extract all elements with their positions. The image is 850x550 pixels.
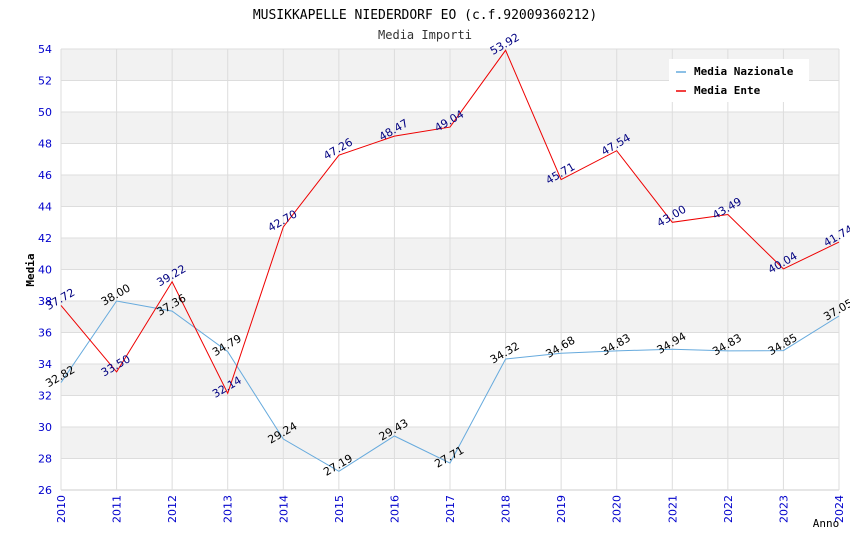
x-tick-label: 2021 — [666, 495, 679, 523]
x-tick-label: 2016 — [388, 495, 401, 523]
legend: Media Nazionale Media Ente — [669, 59, 809, 102]
legend-label-ente: Media Ente — [694, 84, 761, 97]
y-tick-label: 38 — [38, 295, 52, 308]
y-tick-label: 50 — [38, 106, 52, 119]
y-tick-label: 34 — [38, 358, 52, 371]
y-tick-label: 48 — [38, 138, 52, 151]
x-tick-label: 2023 — [777, 495, 790, 523]
x-tick-label: 2015 — [333, 495, 346, 523]
y-tick-label: 28 — [38, 453, 52, 466]
x-tick-label: 2017 — [444, 495, 457, 523]
y-axis-label: Media — [24, 253, 37, 286]
y-tick-label: 46 — [38, 169, 52, 182]
x-tick-label: 2011 — [111, 495, 124, 523]
x-tick-label: 2022 — [722, 495, 735, 523]
x-axis-label: Anno — [813, 517, 840, 530]
legend-label-nazionale: Media Nazionale — [694, 65, 794, 78]
x-tick-label: 2020 — [611, 495, 624, 523]
y-tick-label: 32 — [38, 390, 52, 403]
series-lines — [60, 49, 840, 472]
y-tick-label: 52 — [38, 75, 52, 88]
y-tick-label: 42 — [38, 232, 52, 245]
x-tick-label: 2024 — [833, 495, 846, 523]
x-tick-label: 2018 — [500, 495, 513, 523]
y-tick-label: 30 — [38, 421, 52, 434]
legend-box — [669, 59, 809, 102]
x-tick-label: 2019 — [555, 495, 568, 523]
y-tick-label: 26 — [38, 484, 52, 497]
series-line-ente — [60, 49, 840, 395]
x-tick-label: 2010 — [55, 495, 68, 523]
y-tick-label: 36 — [38, 327, 52, 340]
x-axis-ticks: 2010 2011 2012 2013 2014 2015 2016 2017 2018 2019… — [55, 495, 846, 523]
y-tick-label: 40 — [38, 264, 52, 277]
chart-title: MUSIKKAPELLE NIEDERDORF EO (c.f.92009360… — [253, 8, 597, 23]
y-tick-label: 54 — [38, 43, 52, 56]
x-tick-label: 2014 — [277, 495, 290, 523]
grid-lines — [60, 48, 840, 491]
x-tick-label: 2012 — [166, 495, 179, 523]
series-line-nazionale — [60, 300, 840, 472]
x-tick-label: 2013 — [222, 495, 235, 523]
y-axis-ticks: 26 28 30 32 34 36 38 40 42 44 46 48 50 52 54 — [38, 43, 52, 497]
y-tick-label: 44 — [38, 201, 52, 214]
chart-subtitle: Media Importi — [378, 28, 472, 42]
